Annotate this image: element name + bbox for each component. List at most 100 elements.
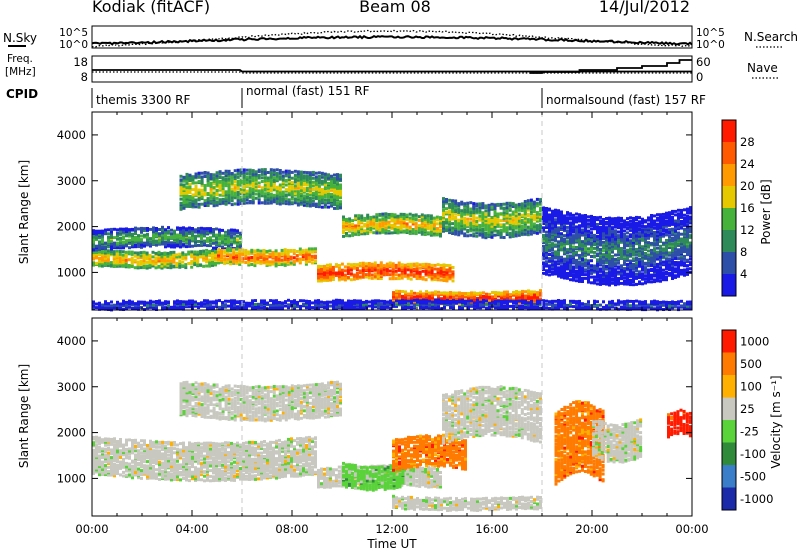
power-cell <box>470 291 473 294</box>
power-cell <box>605 272 608 275</box>
power-cell <box>101 304 104 307</box>
power-cell <box>113 306 116 309</box>
power-cell <box>437 263 440 266</box>
power-cell <box>213 186 216 189</box>
power-cell <box>395 290 398 293</box>
power-cell <box>590 215 593 218</box>
power-cell <box>231 188 234 191</box>
power-cell <box>473 291 476 294</box>
power-cell <box>611 255 614 258</box>
power-cell <box>575 279 578 282</box>
power-cell <box>146 233 149 236</box>
power-cell <box>395 270 398 273</box>
power-cell <box>421 222 424 225</box>
power-cell <box>545 220 548 223</box>
power-cell <box>134 244 137 247</box>
power-cell <box>650 217 653 220</box>
power-cell <box>439 229 442 232</box>
power-cell <box>641 225 644 228</box>
power-cell <box>653 247 656 250</box>
power-cell <box>110 261 113 264</box>
power-cell <box>140 254 143 257</box>
power-cell <box>181 264 184 267</box>
power-cell <box>617 234 620 237</box>
power-cell <box>357 233 360 236</box>
power-cell <box>575 254 578 257</box>
power-cell <box>188 227 191 230</box>
power-cell <box>434 264 437 267</box>
power-cell <box>163 259 166 262</box>
power-cell <box>602 282 605 285</box>
power-cell <box>213 192 216 195</box>
freq-tick-bottom: 8 <box>81 70 88 84</box>
power-cell <box>448 209 451 212</box>
power-cell <box>273 194 276 197</box>
power-cell <box>647 223 650 226</box>
power-cell <box>593 247 596 250</box>
power-cell <box>134 255 137 258</box>
power-cell <box>671 274 674 277</box>
power-cell <box>596 258 599 261</box>
power-cell <box>686 214 689 217</box>
power-cell <box>548 264 551 267</box>
power-cell <box>205 249 208 252</box>
power-cell <box>391 224 394 227</box>
power-cell <box>341 263 344 266</box>
power-cell <box>104 300 107 303</box>
power-cell <box>128 300 131 303</box>
power-cell <box>596 223 599 226</box>
power-cell <box>407 293 410 296</box>
power-cell <box>563 214 566 217</box>
power-cell <box>303 194 306 197</box>
power-cell <box>623 250 626 253</box>
power-cell <box>599 226 602 229</box>
power-cell <box>578 213 581 216</box>
power-cell <box>488 207 491 210</box>
power-cell <box>220 256 223 259</box>
power-cell <box>181 261 184 264</box>
power-cell <box>599 274 602 277</box>
power-cell <box>167 230 170 233</box>
power-cell <box>446 264 449 267</box>
power-cell <box>149 300 152 303</box>
power-cell <box>653 224 656 227</box>
power-cell <box>306 174 309 177</box>
power-cell <box>512 216 515 219</box>
power-cell <box>137 261 140 264</box>
power-cell <box>180 202 183 205</box>
power-cell <box>321 200 324 203</box>
power-cell <box>149 228 152 231</box>
power-cell <box>383 271 386 274</box>
power-cell <box>587 219 590 222</box>
power-cell <box>659 256 662 259</box>
power-cell <box>599 260 602 263</box>
power-cell <box>231 172 234 175</box>
power-cell <box>433 217 436 220</box>
power-cell <box>252 182 255 185</box>
power-cell <box>176 299 179 302</box>
power-cell <box>560 265 563 268</box>
power-cell <box>195 181 198 184</box>
power-cell <box>686 259 689 262</box>
power-cell <box>593 251 596 254</box>
power-cell <box>335 263 338 266</box>
power-cell <box>512 202 515 205</box>
power-cell <box>674 238 677 241</box>
power-cell <box>267 171 270 174</box>
power-cell <box>210 185 213 188</box>
power-cell <box>424 233 427 236</box>
power-cell <box>189 201 192 204</box>
power-cell <box>614 268 617 271</box>
power-cell <box>164 300 167 303</box>
power-cell <box>128 258 131 261</box>
power-cell <box>107 302 110 305</box>
power-cell <box>290 261 293 264</box>
power-cell <box>662 213 665 216</box>
power-cell <box>252 185 255 188</box>
power-cell <box>436 222 439 225</box>
power-cell <box>182 300 185 303</box>
power-cell <box>518 213 521 216</box>
power-cell <box>566 277 569 280</box>
power-cell <box>443 263 446 266</box>
power-cell <box>491 220 494 223</box>
